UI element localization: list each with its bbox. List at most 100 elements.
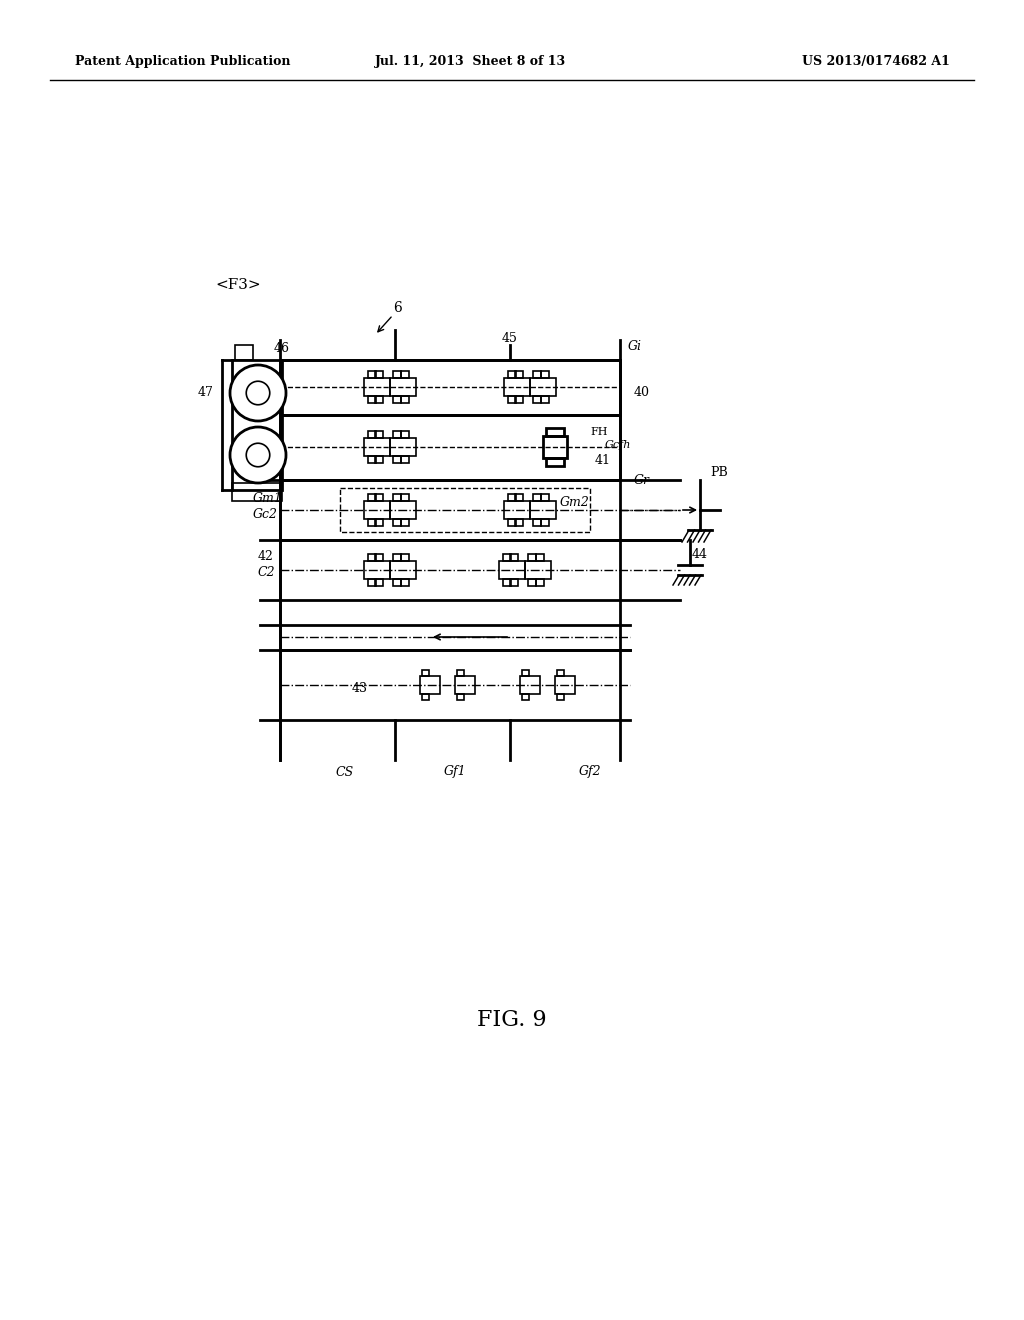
Bar (232, 483, 282, 502)
Bar (515, 371, 523, 378)
Bar (401, 494, 409, 502)
Bar (401, 455, 409, 463)
Bar (368, 494, 376, 502)
Text: FH: FH (590, 426, 607, 437)
Bar (401, 579, 409, 586)
Bar (541, 396, 549, 403)
Bar (508, 494, 516, 502)
Bar (422, 671, 429, 676)
Bar (393, 396, 401, 403)
Text: Gm2: Gm2 (560, 495, 590, 508)
Bar (375, 371, 383, 378)
Circle shape (246, 444, 269, 467)
Bar (393, 579, 401, 586)
Bar (364, 561, 390, 579)
Bar (504, 378, 530, 396)
Bar (368, 554, 376, 561)
Bar (546, 458, 564, 466)
Bar (541, 494, 549, 502)
Bar (390, 378, 416, 396)
Bar (528, 579, 536, 586)
Text: Gr: Gr (634, 474, 650, 487)
Bar (393, 371, 401, 378)
Text: Gcfh: Gcfh (605, 440, 632, 450)
Text: 41: 41 (595, 454, 611, 466)
Bar (393, 494, 401, 502)
Bar (393, 554, 401, 561)
Bar (515, 396, 523, 403)
Text: 40: 40 (634, 387, 650, 400)
Bar (390, 561, 416, 579)
Bar (515, 519, 523, 525)
Bar (375, 455, 383, 463)
Bar (368, 519, 376, 525)
Bar (364, 378, 390, 396)
Bar (368, 432, 376, 438)
Bar (375, 519, 383, 525)
Bar (420, 676, 440, 694)
Text: 45: 45 (502, 331, 518, 345)
Bar (503, 579, 511, 586)
Bar (541, 519, 549, 525)
Text: Gf2: Gf2 (579, 766, 601, 779)
Circle shape (230, 366, 286, 421)
Bar (375, 579, 383, 586)
Bar (457, 694, 464, 700)
Bar (534, 396, 541, 403)
Text: CS: CS (336, 766, 354, 779)
Bar (508, 396, 516, 403)
Bar (401, 554, 409, 561)
Bar (368, 579, 376, 586)
Bar (401, 519, 409, 525)
Bar (455, 676, 475, 694)
Text: Gm1: Gm1 (253, 491, 283, 504)
Bar (557, 694, 564, 700)
Bar (543, 436, 567, 458)
Circle shape (230, 426, 286, 483)
Bar (522, 671, 529, 676)
Bar (536, 554, 544, 561)
Bar (534, 371, 541, 378)
Bar (520, 676, 540, 694)
Bar (280, 360, 620, 414)
Bar (340, 488, 590, 532)
Bar (375, 494, 383, 502)
Bar (393, 432, 401, 438)
Bar (534, 494, 541, 502)
Bar (546, 428, 564, 436)
Text: 43: 43 (352, 681, 368, 694)
Text: Gf1: Gf1 (443, 766, 466, 779)
Text: 46: 46 (274, 342, 290, 355)
Bar (504, 502, 530, 519)
Bar (534, 519, 541, 525)
Bar (508, 519, 516, 525)
Bar (401, 371, 409, 378)
Text: 6: 6 (393, 301, 402, 315)
Text: PB: PB (710, 466, 728, 479)
Bar (528, 554, 536, 561)
Text: US 2013/0174682 A1: US 2013/0174682 A1 (802, 55, 950, 69)
Bar (375, 396, 383, 403)
Bar (364, 438, 390, 455)
Text: 44: 44 (692, 548, 708, 561)
Bar (457, 671, 464, 676)
Circle shape (246, 381, 269, 405)
Bar (541, 371, 549, 378)
Bar (368, 371, 376, 378)
Text: Gc2: Gc2 (253, 507, 278, 520)
Bar (557, 671, 564, 676)
Bar (393, 519, 401, 525)
Bar (510, 554, 518, 561)
Bar (393, 455, 401, 463)
Bar (522, 694, 529, 700)
Bar (422, 694, 429, 700)
Bar (530, 378, 556, 396)
Bar (499, 561, 525, 579)
Bar (375, 432, 383, 438)
Bar (536, 579, 544, 586)
Bar (401, 432, 409, 438)
Text: 42: 42 (258, 549, 273, 562)
Bar (515, 494, 523, 502)
Text: Gi: Gi (628, 339, 642, 352)
Bar (508, 371, 516, 378)
